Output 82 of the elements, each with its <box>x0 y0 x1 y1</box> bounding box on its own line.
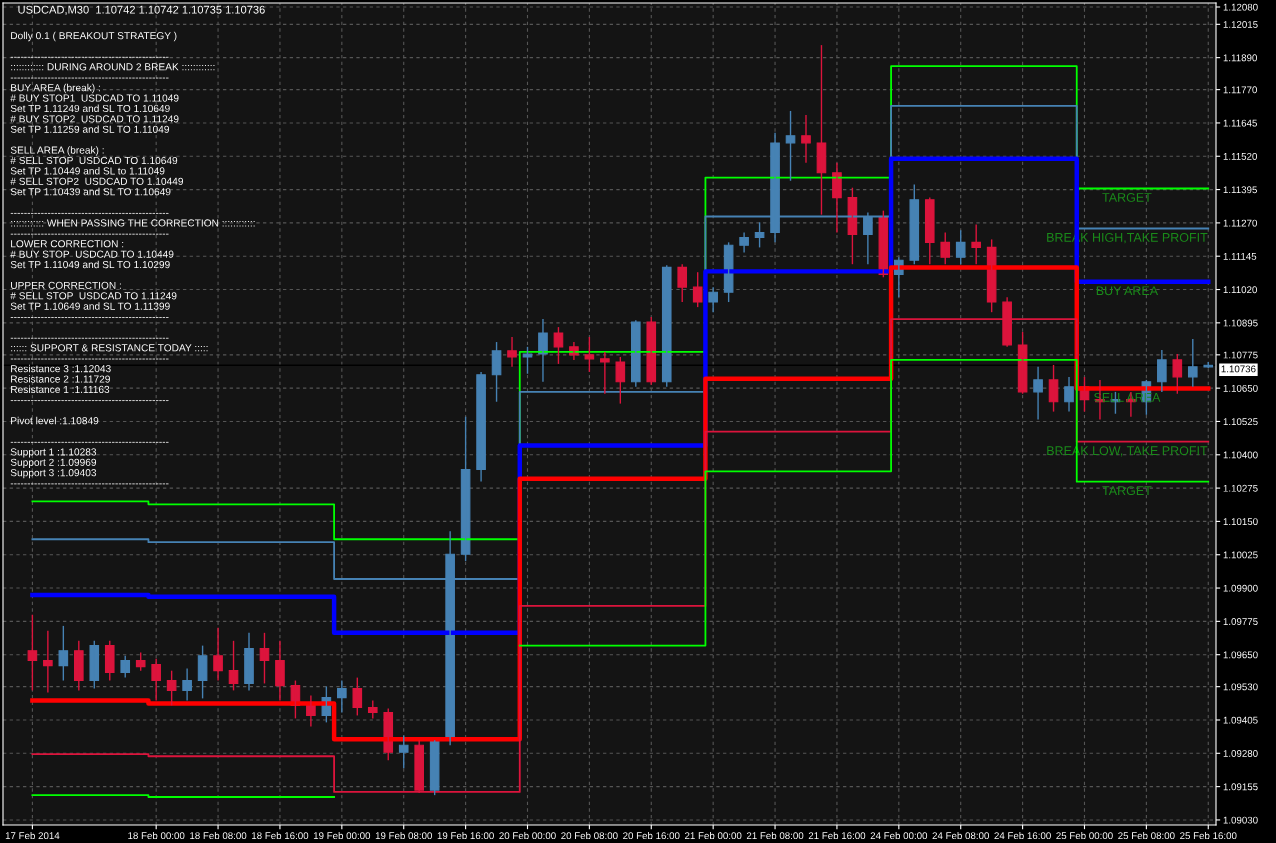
annotation: TARGET <box>1102 193 1152 202</box>
candlestick <box>1033 366 1043 421</box>
candlestick <box>1187 338 1198 388</box>
candlestick <box>398 734 409 769</box>
candlestick <box>507 336 517 368</box>
x-tick-label: 20 Feb 16:00 <box>623 831 680 840</box>
candlestick <box>584 336 595 373</box>
y-tick-label: 1.09530 <box>1223 683 1258 691</box>
x-tick-label: 24 Feb 08:00 <box>932 831 989 840</box>
candlestick <box>58 625 69 682</box>
candlestick <box>940 231 951 265</box>
y-tick-label: 1.12080 <box>1223 3 1258 11</box>
candlestick <box>1172 353 1183 395</box>
candlestick <box>600 351 610 395</box>
x-tick-label: 20 Feb 08:00 <box>561 831 618 840</box>
candlestick <box>352 676 363 717</box>
y-tick-label: 1.11770 <box>1223 86 1257 94</box>
candlestick <box>104 640 115 682</box>
y-tick-label: 1.11020 <box>1223 286 1257 294</box>
x-tick-label: 21 Feb 00:00 <box>685 831 742 840</box>
candlestick <box>120 655 131 679</box>
ref-line-label: 1.10736 <box>1221 365 1256 373</box>
x-tick-label: 25 Feb 16:00 <box>1180 831 1237 840</box>
y-tick-label: 1.09280 <box>1223 750 1258 757</box>
y-tick-label: 1.12015 <box>1223 21 1258 28</box>
candlestick <box>429 739 440 796</box>
x-tick-label: 18 Feb 16:00 <box>252 831 309 840</box>
text: Dolly 0.1 ( BREAKOUT STRATEGY ) ----------------------------------------------- :::::::::::: DURING AROUND 2 BREAK :::::::::::: ----------------------------------------------- BUY AREA (break) : # BUY STOP1 USDCAD TO 1.11049 Set TP 1.11249 and SL TO 1.10649 # BUY STOP2 USDCAD TO 1.11249 Set TP 1.11259 and SL TO 1.11049 SELL AREA (break) : # SELL STOP USDCAD TO 1.10649 Set TP 1.10449 and SL to 1.11049 # SELL STOP2 USDCAD TO 1.10449 Set TP 1.10439 and SL TO 1.10649 ----------------------------------------------- :::::::::::: WHEN PASSING THE CORRECTION :::::::::::: ----------------------------------------------- LOWER CORRECTION : # BUY STOP USDCAD TO 1.10449 Set TP 1.11049 and SL TO 1.10299 UPPER CORRECTION : # SELL STOP USDCAD TO 1.11249 Set TP 1.10649 and SL TO 1.11399 ----------------------------------------------- ----------------------------------------------- :::::: SUPPORT & RESISTANCE TODAY ::::: ----------------------------------------------- Resistance 3 :1.12043 Resistance 2 :1.11729 Resistance 1 :1.11163 ----------------------------------------------- Pivot level :1.10849 ----------------------------------------------- Support 1 :1.10283 Support 2 :1.09969 Support 3 :1.09403 ----------------------------------------------- <box>10 31 255 485</box>
y-tick-label: 1.11395 <box>1223 186 1257 194</box>
candlestick <box>1017 331 1028 395</box>
y-tick-label: 1.10775 <box>1223 351 1258 359</box>
y-tick-label: 1.10895 <box>1223 319 1258 327</box>
y-tick-label: 1.11645 <box>1223 119 1257 127</box>
y-tick-label: 1.09900 <box>1223 584 1258 592</box>
y-tick-label: 1.10025 <box>1223 551 1258 559</box>
y-tick-label: 1.10650 <box>1223 384 1258 392</box>
chart-title: USDCAD,M30 1.10742 1.10742 1.10735 1.10736 <box>18 5 265 15</box>
candlestick <box>135 651 146 672</box>
x-tick-label: 21 Feb 08:00 <box>746 831 804 840</box>
y-tick-label: 1.11270 <box>1223 219 1257 227</box>
x-tick-label: 19 Feb 16:00 <box>437 831 494 840</box>
candlestick <box>661 264 672 388</box>
x-tick-label: 24 Feb 00:00 <box>870 831 928 840</box>
x-tick-label: 24 Feb 16:00 <box>994 831 1051 840</box>
candlestick <box>677 263 688 303</box>
y-tick-label: 1.09155 <box>1223 783 1258 791</box>
x-tick-label: 17 Feb 2014 <box>5 831 60 840</box>
y-tick-label: 1.09650 <box>1223 651 1258 659</box>
y-tick-label: 1.10525 <box>1223 418 1258 426</box>
candlestick <box>89 640 100 690</box>
x-tick-label: 25 Feb 08:00 <box>1118 831 1175 840</box>
y-tick-label: 1.11145 <box>1223 253 1257 260</box>
annotation: BUY AREA <box>1096 286 1159 296</box>
y-tick-label: 1.11520 <box>1223 152 1257 160</box>
x-tick-label: 18 Feb 00:00 <box>128 831 185 840</box>
candlestick <box>955 229 966 265</box>
candlestick <box>522 346 533 375</box>
y-tick-label: 1.09030 <box>1223 816 1258 824</box>
candlestick <box>166 669 177 707</box>
x-tick-label: 21 Feb 16:00 <box>808 831 866 840</box>
y-tick-label: 1.11890 <box>1223 54 1257 62</box>
x-tick-label: 19 Feb 00:00 <box>313 831 371 840</box>
annotation: TARGET <box>1102 486 1152 496</box>
x-tick-label: 18 Feb 08:00 <box>190 831 247 840</box>
x-tick-label: 19 Feb 08:00 <box>375 831 432 840</box>
candlestick <box>27 614 38 692</box>
candlestick <box>909 183 920 265</box>
candlestick <box>692 271 703 308</box>
candlestick <box>924 196 935 265</box>
candlestick <box>615 356 626 405</box>
y-tick-label: 1.10150 <box>1223 518 1258 526</box>
candlestick <box>801 114 811 164</box>
y-tick-label: 1.10400 <box>1223 451 1258 459</box>
x-tick-label: 25 Feb 00:00 <box>1056 831 1113 840</box>
y-tick-label: 1.10275 <box>1223 484 1258 492</box>
candlestick <box>630 319 641 388</box>
candlestick <box>785 110 796 182</box>
candlestick <box>646 316 657 386</box>
y-tick-label: 1.09405 <box>1223 716 1258 724</box>
x-tick-label: 20 Feb 00:00 <box>499 831 556 840</box>
y-tick-label: 1.09775 <box>1223 618 1258 625</box>
candlestick <box>460 415 471 562</box>
